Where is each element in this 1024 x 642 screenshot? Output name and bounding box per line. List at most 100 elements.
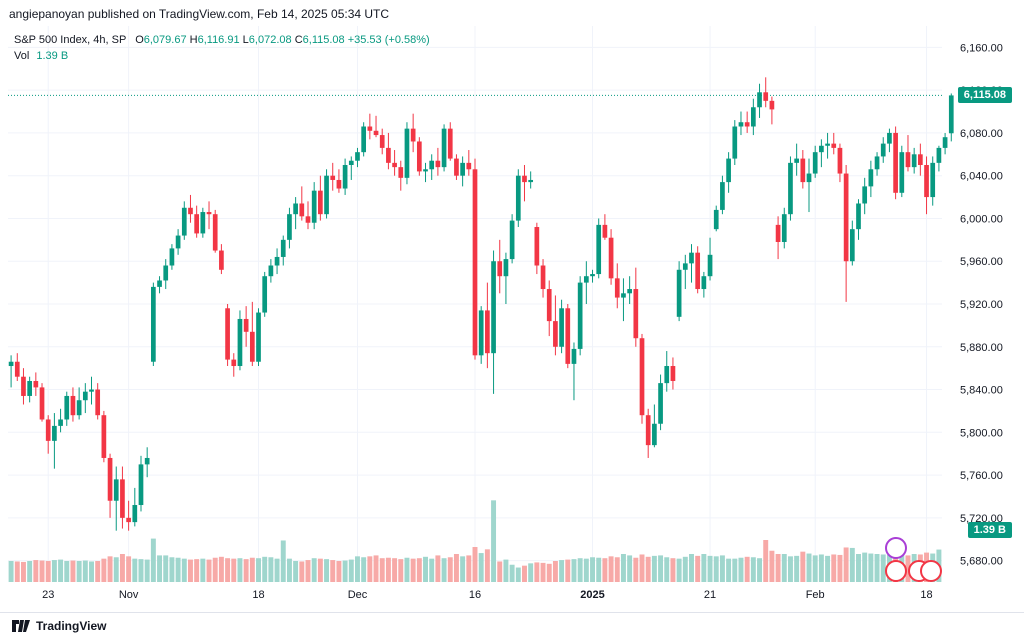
candle-body [144,457,150,465]
candle-body [948,95,954,134]
candle-body [750,107,756,127]
volume-bar [175,557,181,582]
candle-body [151,286,156,362]
candle-body [64,395,70,420]
candle-body [732,126,738,159]
candle-body [441,128,447,168]
event-flag-us-icon-3[interactable] [920,560,942,582]
event-flash-icon[interactable] [885,537,907,559]
volume-bar [577,558,583,582]
volume-bar [689,554,694,582]
volume-bar [800,551,806,582]
volume-bar [905,555,911,582]
candle-body [738,122,744,127]
legend-change: +35.53 (+0.58%) [347,34,430,46]
candle-body [652,423,657,446]
volume-bar [484,549,490,582]
candle-body [522,175,527,183]
candle-body [262,276,268,313]
candle-body [781,214,787,242]
volume-bar [416,558,422,582]
candle-body [95,389,101,416]
candle-body [874,156,880,170]
y-tick-label: 5,720.00 [960,513,1003,525]
ohlc-legend: S&P 500 Index, 4h, SP O6,079.67 H6,116.9… [14,34,430,46]
volume-bar [45,561,51,582]
price-chart[interactable]: 5,680.00 5,720.00 5,760.00 5,800.00 5,840.00… [0,24,1024,612]
candle-body [157,280,162,287]
candle-body [621,293,626,298]
y-tick-label: 5,760.00 [960,470,1003,482]
volume-bar [478,553,484,582]
candle-body [466,162,472,170]
volume-bar [398,559,404,582]
candle-body [416,141,422,172]
volume-bar [763,540,769,582]
candle-body [435,160,441,168]
candle-body [670,366,676,381]
volume-bar [144,559,150,582]
tradingview-brand[interactable]: TradingView [12,619,106,633]
volume-bar [64,561,70,582]
volume-bar [206,559,212,582]
candle-body [45,419,51,441]
candle-body [225,308,230,360]
volume-bar [633,557,639,582]
candle-body [485,310,490,354]
candle-body [713,209,719,230]
candle-body [887,132,892,144]
candle-body [930,162,936,198]
candle-body [639,338,645,416]
event-flag-us-icon[interactable] [885,560,907,582]
candle-body [367,126,373,131]
candle-body [82,391,88,401]
candle-body [627,289,632,294]
candle-body [744,122,750,127]
candle-body [219,250,224,270]
y-tick-label: 5,920.00 [960,299,1003,311]
candle-body [682,263,688,270]
volume-bar [515,567,521,582]
volume-bar [268,557,274,582]
candle-body [658,383,663,424]
volume-bar [51,560,57,582]
volume-bar [707,555,713,582]
candle-body [596,224,602,275]
volume-bar [262,556,268,582]
volume-bar [336,561,342,582]
candle-body [373,130,379,136]
volume-bar [856,554,861,582]
volume-legend: Vol 1.39 B [14,50,68,62]
candle-body [89,389,94,392]
legend-high: 6,116.91 [197,34,240,46]
candle-body [534,227,540,266]
volume-bar [293,561,299,582]
candle-body [274,256,280,266]
candle-body [14,361,20,377]
candle-body [429,160,435,170]
volume-bar [447,557,453,582]
candle-body [404,128,410,178]
candlestick-chart-svg[interactable]: 5,680.00 5,720.00 5,760.00 5,800.00 5,840.00… [0,24,1024,612]
candle-body [478,310,484,356]
candle-body [565,308,571,364]
x-tick-label: 23 [42,589,54,601]
candle-body [212,214,218,251]
volume-bar [528,563,534,582]
candle-body [757,92,762,108]
last-volume-label: 1.39 B [967,522,1012,538]
legend-vol-label: Vol [14,50,30,62]
candle-body [491,261,496,354]
candle-body [293,203,298,215]
candle-body [849,229,855,262]
candle-body [577,282,583,349]
volume-bar [540,562,546,582]
volume-bar [868,553,874,582]
volume-bar [608,556,614,582]
candle-body [188,207,193,215]
legend-close: 6,115.08 [302,34,345,46]
volume-bar [775,554,781,582]
candle-body [831,143,837,148]
candle-body [52,425,57,441]
volume-bar [317,558,323,582]
